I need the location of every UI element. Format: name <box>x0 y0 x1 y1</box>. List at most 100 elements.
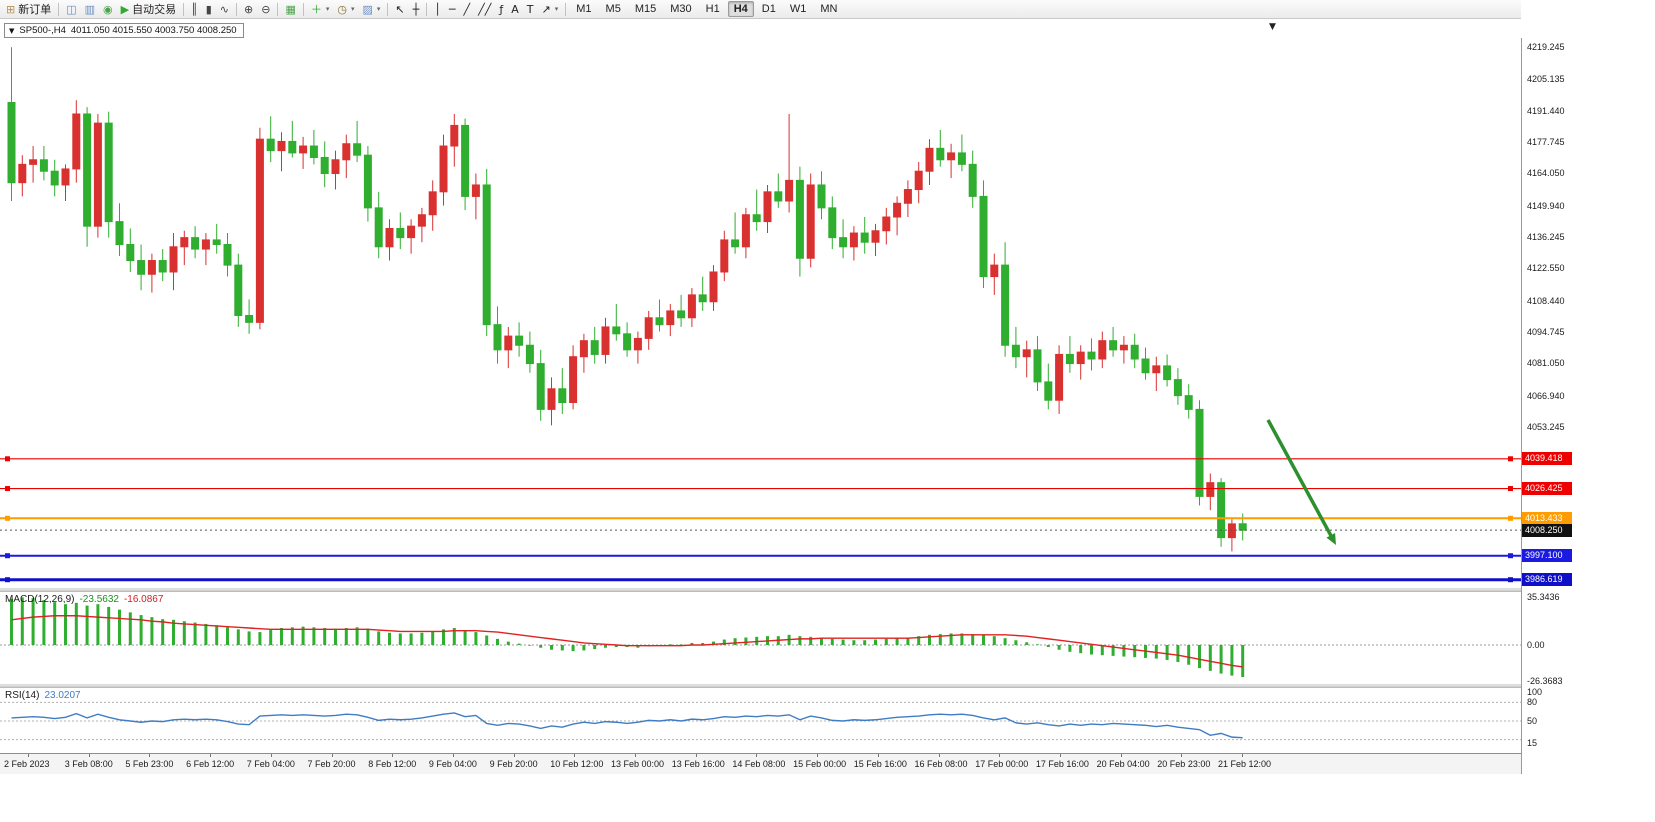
time-axis[interactable]: 2 Feb 2023 3 Feb 08:00 5 Feb 23:00 6 Feb 12… <box>0 753 1655 774</box>
timeframe-d1[interactable]: D1 <box>756 1 782 17</box>
candle <box>1130 333 1139 369</box>
collapse-triangle-icon[interactable]: ▼ <box>9 26 15 35</box>
candle <box>774 173 783 208</box>
text-button[interactable]: A <box>507 1 523 18</box>
chart-shift-marker[interactable]: ▼ <box>1269 22 1276 32</box>
line-handle[interactable] <box>5 577 10 583</box>
chart-ohlc-tab[interactable]: ▼ SP500-,H4 4011.050 4015.550 4003.750 4… <box>4 23 244 38</box>
line-handle[interactable] <box>1508 577 1513 583</box>
rsi-name: RSI(14) <box>5 690 40 701</box>
candle-body <box>655 317 664 326</box>
line-chart-button[interactable]: ∿ <box>216 1 233 18</box>
trendline-button[interactable]: ╱ <box>460 1 475 18</box>
templates-button[interactable]: ▨ ▾ <box>359 1 385 18</box>
line-handle[interactable] <box>1508 515 1513 521</box>
panel-splitter[interactable] <box>0 684 1655 688</box>
candle-body <box>1022 349 1031 358</box>
candle <box>39 146 48 181</box>
periods-button[interactable]: ◷ ▾ <box>333 1 358 18</box>
horizontal-line-object[interactable] <box>0 456 1521 462</box>
macd-chart[interactable] <box>0 592 1521 684</box>
time-axis-label: 17 Feb 00:00 <box>975 759 1029 769</box>
bar-chart-button[interactable]: ║ <box>187 1 202 18</box>
timeframe-h1[interactable]: H1 <box>700 1 726 17</box>
timeframe-m30[interactable]: M30 <box>664 1 697 17</box>
candle-body <box>374 207 383 248</box>
candle <box>1195 400 1204 506</box>
candle-body <box>320 156 329 175</box>
line-handle[interactable] <box>5 486 10 492</box>
candle <box>104 111 113 238</box>
candle-body <box>871 230 880 243</box>
timeframe-m15[interactable]: M15 <box>629 1 662 17</box>
horizontal-line-object[interactable] <box>0 515 1521 521</box>
candle <box>893 196 902 236</box>
candle-body <box>752 214 761 223</box>
market-watch-button[interactable]: ▥ <box>81 1 99 18</box>
candle-body <box>288 140 297 154</box>
arrow-object[interactable] <box>1266 419 1336 545</box>
horizontal-line-button[interactable]: ─ <box>445 1 460 18</box>
candle <box>957 134 966 172</box>
price-scale-border <box>1521 38 1522 774</box>
horizontal-line-object[interactable] <box>0 486 1521 492</box>
candle-body <box>385 227 394 248</box>
line-handle[interactable] <box>1508 486 1513 492</box>
panel-splitter[interactable] <box>0 588 1655 592</box>
timeframe-d1-label: D1 <box>761 3 776 15</box>
fibonacci-button[interactable]: ƒ <box>495 1 507 18</box>
line-handle[interactable] <box>1508 456 1513 462</box>
arrow-head <box>1326 532 1336 545</box>
line-handle[interactable] <box>5 515 10 521</box>
navigator-button[interactable]: ◉ <box>99 1 117 18</box>
chart-window-button[interactable]: ◫ <box>62 1 80 18</box>
price-chart-area[interactable] <box>0 38 1521 588</box>
candlestick-chart-button[interactable]: ▮ <box>202 1 216 18</box>
candle <box>201 233 210 266</box>
time-axis-tick <box>635 754 636 757</box>
crosshair-button[interactable]: ┼ <box>409 1 424 18</box>
channel-button[interactable]: ╱╱ <box>474 1 495 18</box>
horizontal-line-object[interactable] <box>0 553 1521 559</box>
arrows-button[interactable]: ↗ ▾ <box>538 1 563 18</box>
zoom-out-button[interactable]: ⊖ <box>257 1 274 18</box>
autotrade-button[interactable]: ▶ 自动交易 <box>117 1 180 18</box>
candle-body <box>687 294 696 319</box>
candlestick-chart[interactable] <box>0 38 1521 588</box>
candle-body <box>1152 365 1161 374</box>
cursor-button[interactable]: ↖ <box>391 1 408 18</box>
chevron-down-icon: ▾ <box>554 5 559 13</box>
time-axis-tick <box>210 754 212 757</box>
price-scale[interactable]: 4219.245 4205.135 4191.440 4177.745 4164.050… <box>1521 0 1655 822</box>
text-label-button[interactable]: T <box>523 1 538 18</box>
timeframe-m1[interactable]: M1 <box>570 1 597 17</box>
chart-symbol-timeframe: SP500-,H4 <box>19 25 66 36</box>
candle <box>29 146 38 183</box>
line-handle[interactable] <box>5 553 10 559</box>
line-handle[interactable] <box>1508 553 1513 559</box>
timeframe-mn[interactable]: MN <box>814 1 843 17</box>
candle <box>374 191 383 259</box>
time-axis-tick <box>1242 754 1243 757</box>
candle <box>212 223 221 254</box>
horizontal-line-icon: ─ <box>448 2 456 16</box>
timeframe-h4[interactable]: H4 <box>727 1 754 17</box>
tile-windows-button[interactable]: ▦ <box>281 1 299 18</box>
rsi-panel[interactable]: RSI(14) 23.0207 <box>0 688 1521 753</box>
vertical-line-button[interactable]: │ <box>430 1 445 18</box>
candle <box>396 212 405 250</box>
new-order-button[interactable]: ⊞ 新订单 <box>2 1 55 18</box>
zoom-in-button[interactable]: ⊕ <box>240 1 257 18</box>
candle-body <box>947 152 956 161</box>
candle <box>169 233 178 291</box>
timeframe-w1[interactable]: W1 <box>784 1 813 17</box>
candle-body <box>126 244 135 262</box>
macd-panel[interactable]: MACD(12,26,9) -23.5632 -16.0867 <box>0 592 1521 684</box>
timeframe-m5[interactable]: M5 <box>600 1 627 17</box>
candle-body <box>623 333 632 351</box>
line-handle[interactable] <box>5 456 10 462</box>
candle-body <box>493 324 502 351</box>
indicators-button[interactable]: ＋ ▾ <box>307 1 334 18</box>
horizontal-line-object[interactable] <box>0 577 1521 583</box>
rsi-chart[interactable] <box>0 688 1521 753</box>
